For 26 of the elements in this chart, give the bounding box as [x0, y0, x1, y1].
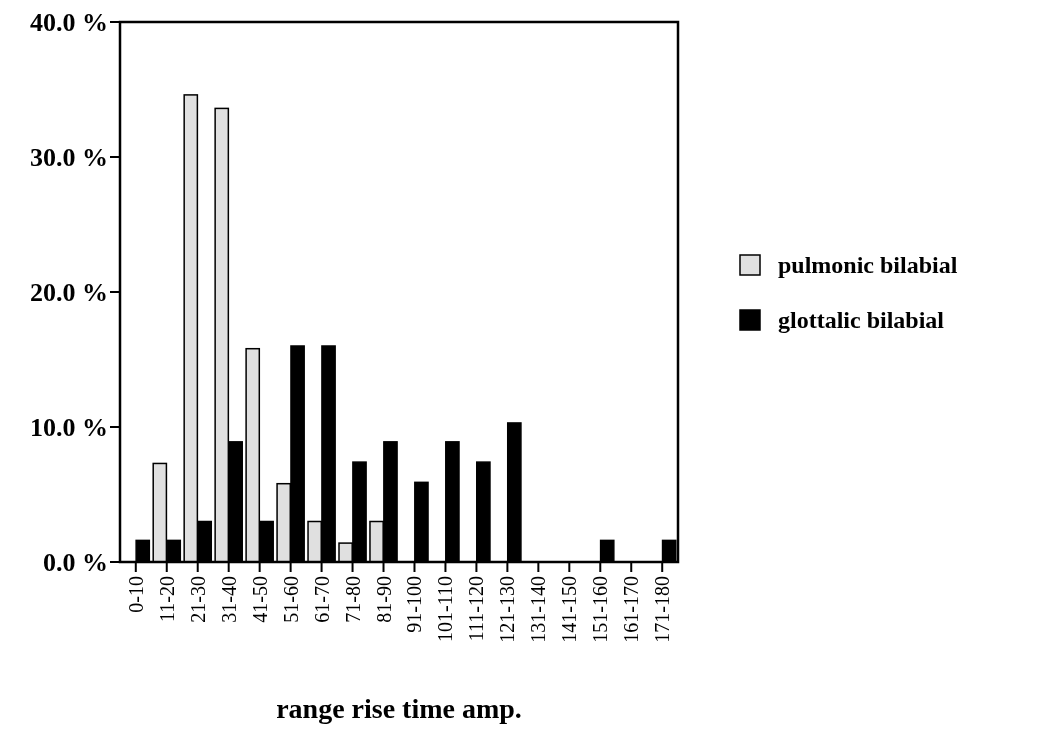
x-tick-label: 61-70: [310, 576, 333, 623]
x-tick-label: 91-100: [403, 576, 426, 633]
x-tick-label: 131-140: [527, 576, 550, 643]
x-tick-label: 11-20: [155, 576, 178, 622]
x-tick-label: 101-110: [434, 576, 457, 642]
legend-label: glottalic bilabial: [778, 307, 945, 334]
y-tick-label: 30.0 %: [30, 143, 108, 173]
x-tick-label: 111-120: [465, 576, 488, 642]
x-tick-label: 51-60: [279, 576, 302, 623]
x-tick-label: 31-40: [217, 576, 240, 623]
x-tick-label: 171-180: [651, 576, 674, 643]
legend-label: pulmonic bilabial: [778, 252, 958, 279]
x-axis-title: range rise time amp.: [276, 693, 522, 724]
x-tick-label: 151-160: [589, 576, 612, 643]
x-tick-label: 141-150: [558, 576, 581, 643]
y-tick-label: 20.0 %: [30, 278, 108, 308]
y-tick-label: 0.0 %: [43, 548, 108, 578]
x-tick-label: 81-90: [372, 576, 395, 623]
x-tick-label: 21-30: [186, 576, 209, 623]
x-tick-label: 41-50: [248, 576, 271, 623]
x-tick-label: 71-80: [341, 576, 364, 623]
x-tick-label: 121-130: [496, 576, 519, 643]
y-tick-label: 40.0 %: [30, 8, 108, 38]
y-tick-label: 10.0 %: [30, 413, 108, 443]
x-tick-label: 0-10: [124, 576, 147, 613]
x-tick-label: 161-170: [620, 576, 643, 643]
